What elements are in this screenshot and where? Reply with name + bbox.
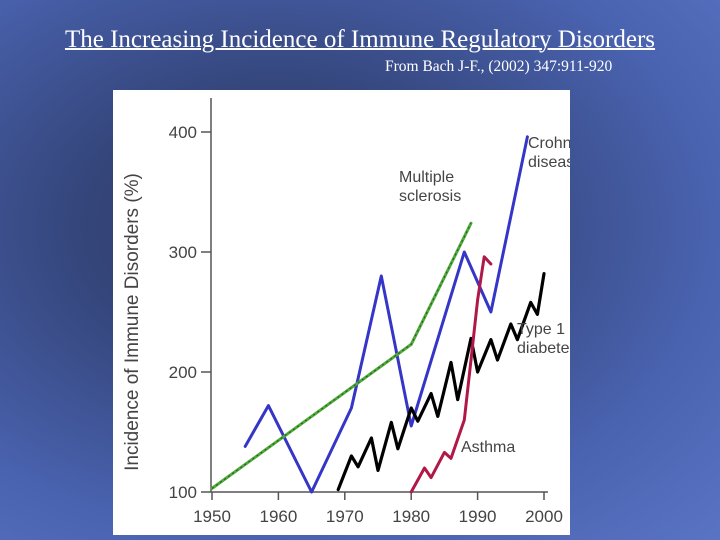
y-tick-label: 400 <box>169 123 197 142</box>
y-tick-label: 200 <box>169 363 197 382</box>
y-tick-label: 300 <box>169 243 197 262</box>
x-tick-label: 1970 <box>326 507 364 526</box>
chart-panel: 100 200 300 400 1950 1960 1970 1980 1990 2000 Inci… <box>113 90 570 535</box>
series-label-type-1-diabetes: Type 1diabetes <box>517 321 570 357</box>
series-line-overlay-multiple-sclerosis <box>211 222 472 489</box>
series-line-crohn-s-disease <box>243 135 529 494</box>
x-tick-label: 1960 <box>259 507 297 526</box>
y-axis-label: Incidence of Immune Disorders (%) <box>122 173 143 471</box>
series-line-asthma <box>409 255 493 494</box>
chart-axes: 100 200 300 400 1950 1960 1970 1980 1990 2000 Inci… <box>122 98 563 526</box>
incidence-line-chart: 100 200 300 400 1950 1960 1970 1980 1990 2000 Inci… <box>122 98 570 526</box>
chart-series <box>210 135 546 494</box>
series-label-crohn-s-disease: Crohn'sdisease <box>528 135 570 171</box>
series-label-multiple-sclerosis: Multiple sclerosis <box>399 169 461 205</box>
x-tick-label: 1990 <box>459 507 497 526</box>
citation: From Bach J-F., (2002) 347:911-920 <box>385 58 613 75</box>
series-line-type-1-diabetes <box>336 272 546 492</box>
x-tick-label: 2000 <box>525 507 563 526</box>
x-tick-label: 1950 <box>193 507 231 526</box>
y-tick-label: 100 <box>169 483 197 502</box>
slide-title: The Increasing Incidence of Immune Regul… <box>64 26 656 53</box>
series-label-asthma: Asthma <box>461 439 515 456</box>
x-tick-label: 1980 <box>392 507 430 526</box>
